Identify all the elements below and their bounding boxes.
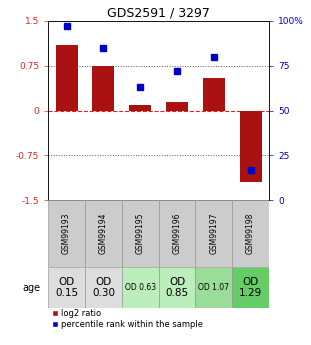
Bar	[92, 66, 114, 110]
Text: GSM99194: GSM99194	[99, 213, 108, 255]
Bar	[232, 200, 269, 267]
Bar	[232, 267, 269, 308]
Text: OD
0.85: OD 0.85	[165, 277, 188, 298]
Text: age: age	[23, 283, 41, 293]
Text: GSM99195: GSM99195	[136, 213, 145, 255]
Bar	[122, 200, 159, 267]
Text: OD 1.07: OD 1.07	[198, 283, 229, 292]
Text: GSM99197: GSM99197	[209, 213, 218, 255]
Text: GSM99196: GSM99196	[173, 213, 182, 255]
Bar	[85, 267, 122, 308]
Text: OD
0.30: OD 0.30	[92, 277, 115, 298]
Text: OD 0.63: OD 0.63	[125, 283, 156, 292]
Text: OD
0.15: OD 0.15	[55, 277, 78, 298]
Bar	[48, 200, 85, 267]
Title: GDS2591 / 3297: GDS2591 / 3297	[107, 7, 210, 20]
Bar	[159, 200, 195, 267]
Bar	[129, 105, 151, 110]
Bar	[159, 267, 195, 308]
Text: GSM99193: GSM99193	[62, 213, 71, 255]
Bar	[166, 101, 188, 110]
Bar	[195, 267, 232, 308]
Text: GSM99198: GSM99198	[246, 213, 255, 254]
Bar	[56, 45, 78, 110]
Text: OD
1.29: OD 1.29	[239, 277, 262, 298]
Bar	[48, 267, 85, 308]
Legend: log2 ratio, percentile rank within the sample: log2 ratio, percentile rank within the s…	[52, 309, 203, 329]
Bar	[85, 200, 122, 267]
Bar	[239, 110, 262, 183]
Bar	[203, 78, 225, 110]
Bar	[122, 267, 159, 308]
Bar	[195, 200, 232, 267]
